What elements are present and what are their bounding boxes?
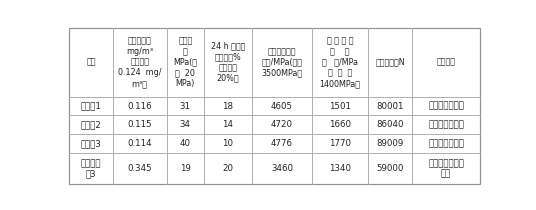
Text: 31: 31	[180, 102, 191, 110]
Text: 静曲强
度
MPa(标
准  20
MPa): 静曲强 度 MPa(标 准 20 MPa)	[173, 36, 197, 88]
Text: 开裂严重，变形
大。: 开裂严重，变形 大。	[428, 159, 464, 179]
Text: 垂直提钉力N: 垂直提钉力N	[375, 58, 405, 67]
Text: 0.114: 0.114	[128, 139, 152, 148]
Text: 对比实施
例3: 对比实施 例3	[80, 159, 101, 179]
Text: 1340: 1340	[329, 164, 351, 173]
Text: 86040: 86040	[376, 120, 404, 129]
Text: 实施例1: 实施例1	[80, 102, 101, 110]
Text: 19: 19	[180, 164, 191, 173]
Text: 甲醛释放量
mg/m³
（标准＜
0.124  mg/
m³）: 甲醛释放量 mg/m³ （标准＜ 0.124 mg/ m³）	[118, 36, 161, 88]
Text: 3460: 3460	[271, 164, 293, 173]
Text: 4720: 4720	[271, 120, 293, 129]
Text: 0.116: 0.116	[128, 102, 152, 110]
Text: 弹 性 模 量
（    垂
直   ）/MPa
（  标  准
1400MPa）: 弹 性 模 量 （ 垂 直 ）/MPa （ 标 准 1400MPa）	[319, 36, 361, 88]
Text: 34: 34	[180, 120, 191, 129]
Text: 89009: 89009	[376, 139, 404, 148]
Text: 20: 20	[222, 164, 234, 173]
Text: 4776: 4776	[271, 139, 293, 148]
Text: 0.345: 0.345	[128, 164, 152, 173]
Text: 59000: 59000	[376, 164, 404, 173]
Text: 变形小，无开裂: 变形小，无开裂	[428, 102, 464, 110]
Text: 项目: 项目	[86, 58, 95, 67]
Text: 弹性模量（平
行）/MPa(标准
3500MPa）: 弹性模量（平 行）/MPa(标准 3500MPa）	[262, 47, 302, 77]
Text: 实施例3: 实施例3	[80, 139, 101, 148]
Text: 实施例2: 实施例2	[80, 120, 101, 129]
Text: 10: 10	[222, 139, 234, 148]
Text: 24 h 吸水厚
度膨胀率%
（标准，
20%）: 24 h 吸水厚 度膨胀率% （标准， 20%）	[211, 42, 245, 83]
Text: 14: 14	[222, 120, 234, 129]
Text: 80001: 80001	[376, 102, 404, 110]
Text: 18: 18	[222, 102, 234, 110]
Text: 变形小，无开裂: 变形小，无开裂	[428, 120, 464, 129]
Text: 1501: 1501	[329, 102, 351, 110]
Text: 0.115: 0.115	[128, 120, 152, 129]
Text: 40: 40	[180, 139, 191, 148]
Text: 变形小，无开裂: 变形小，无开裂	[428, 139, 464, 148]
Text: 变形情况: 变形情况	[436, 58, 456, 67]
Text: 1770: 1770	[329, 139, 351, 148]
Text: 4605: 4605	[271, 102, 293, 110]
Text: 1660: 1660	[329, 120, 351, 129]
